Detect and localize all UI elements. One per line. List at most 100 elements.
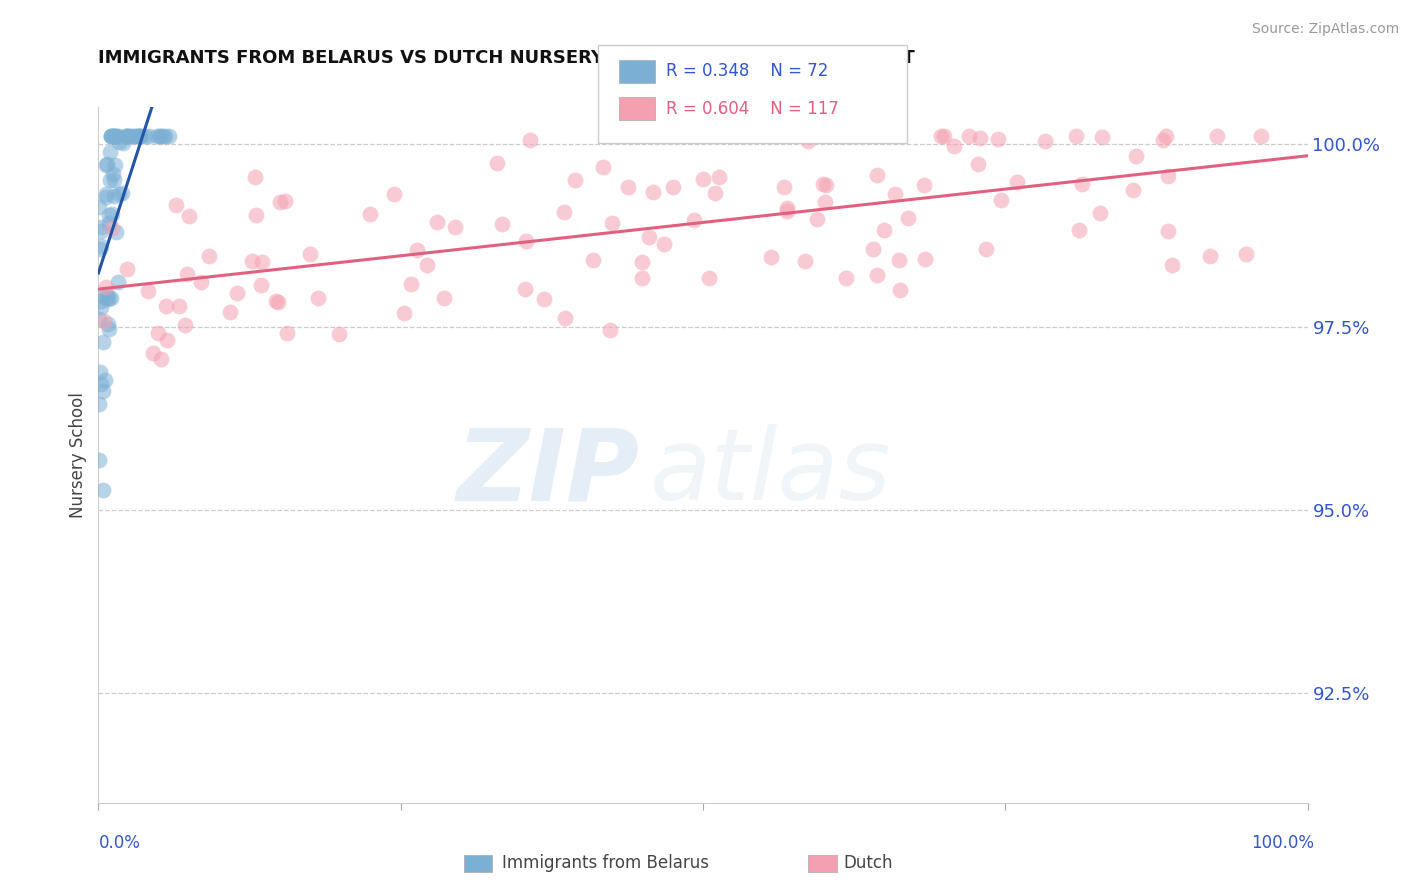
Point: [97, 318, 120, 332]
Point: [942, 139, 965, 153]
Point: [87, 452, 110, 467]
Point: [165, 198, 187, 212]
Point: [707, 169, 730, 184]
Point: [124, 129, 146, 144]
Point: [105, 225, 128, 239]
Point: [91, 384, 114, 398]
Point: [91, 483, 114, 498]
Point: [630, 255, 652, 269]
Point: [103, 129, 125, 144]
Text: 0.0%: 0.0%: [98, 834, 141, 852]
Point: [1091, 129, 1114, 144]
Point: [1161, 258, 1184, 272]
Point: [491, 217, 513, 231]
Point: [134, 129, 156, 144]
Point: [176, 268, 198, 282]
Point: [103, 129, 125, 144]
Point: [98, 322, 121, 336]
Point: [617, 179, 640, 194]
Point: [145, 129, 167, 144]
Point: [120, 129, 142, 144]
Point: [793, 254, 815, 268]
Point: [155, 299, 177, 313]
Point: [630, 271, 652, 285]
Point: [129, 129, 152, 144]
Point: [115, 129, 138, 144]
Point: [179, 209, 201, 223]
Text: Dutch: Dutch: [844, 855, 893, 872]
Text: ZIP: ZIP: [457, 425, 640, 521]
Point: [267, 295, 290, 310]
Point: [96, 157, 118, 171]
Point: [87, 312, 110, 326]
Point: [1090, 205, 1112, 219]
Point: [96, 293, 118, 307]
Point: [173, 318, 195, 332]
Point: [1064, 129, 1087, 144]
Point: [100, 129, 122, 144]
Point: [884, 129, 907, 144]
Point: [873, 223, 896, 237]
Point: [830, 129, 852, 144]
Point: [245, 208, 267, 222]
Point: [157, 129, 180, 144]
Point: [564, 172, 586, 186]
Point: [990, 193, 1012, 207]
Point: [638, 230, 661, 244]
Point: [94, 158, 117, 172]
Point: [101, 207, 124, 221]
Point: [152, 129, 174, 144]
Text: Immigrants from Belarus: Immigrants from Belarus: [502, 855, 709, 872]
Point: [129, 129, 152, 144]
Point: [866, 268, 889, 282]
Point: [100, 129, 122, 144]
Point: [103, 188, 125, 202]
Point: [276, 326, 298, 340]
Point: [1154, 129, 1177, 144]
Point: [107, 129, 129, 144]
Point: [515, 235, 537, 249]
Point: [108, 135, 131, 149]
Point: [190, 275, 212, 289]
Point: [197, 249, 219, 263]
Point: [641, 185, 664, 199]
Point: [146, 326, 169, 341]
Point: [683, 212, 706, 227]
Point: [90, 293, 112, 308]
Point: [814, 178, 837, 192]
Point: [806, 212, 828, 227]
Point: [697, 271, 720, 285]
Point: [94, 373, 117, 387]
Point: [87, 397, 110, 411]
Point: [101, 129, 124, 144]
Text: atlas: atlas: [650, 425, 891, 521]
Point: [1152, 133, 1174, 147]
Point: [359, 207, 381, 221]
Point: [128, 129, 150, 144]
Point: [957, 129, 980, 144]
Point: [90, 376, 112, 391]
Point: [89, 242, 111, 256]
Point: [889, 283, 911, 297]
Point: [264, 293, 287, 308]
Point: [599, 323, 621, 337]
Text: IMMIGRANTS FROM BELARUS VS DUTCH NURSERY SCHOOL CORRELATION CHART: IMMIGRANTS FROM BELARUS VS DUTCH NURSERY…: [98, 49, 915, 67]
Point: [218, 305, 240, 319]
Point: [90, 224, 112, 238]
Point: [93, 314, 115, 328]
Point: [120, 129, 142, 144]
Point: [127, 129, 149, 144]
Point: [90, 300, 112, 314]
Point: [308, 292, 330, 306]
Point: [966, 157, 988, 171]
Point: [759, 250, 782, 264]
Point: [299, 247, 322, 261]
Point: [1071, 177, 1094, 191]
Point: [889, 252, 911, 267]
Point: [115, 261, 138, 276]
Point: [240, 254, 263, 268]
Point: [929, 129, 952, 144]
Point: [105, 129, 128, 144]
Point: [394, 306, 416, 320]
Point: [554, 311, 576, 326]
